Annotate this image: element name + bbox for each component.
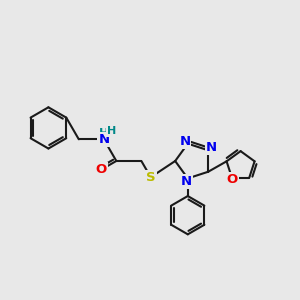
Text: O: O <box>226 173 238 186</box>
Text: S: S <box>146 171 155 184</box>
Text: N: N <box>179 135 191 148</box>
Text: N: N <box>98 133 110 146</box>
Text: H: H <box>106 126 116 136</box>
Text: O: O <box>95 163 107 176</box>
Text: N: N <box>181 176 192 188</box>
Text: N: N <box>206 141 217 154</box>
Text: N: N <box>99 133 110 146</box>
Text: H: H <box>99 128 109 140</box>
